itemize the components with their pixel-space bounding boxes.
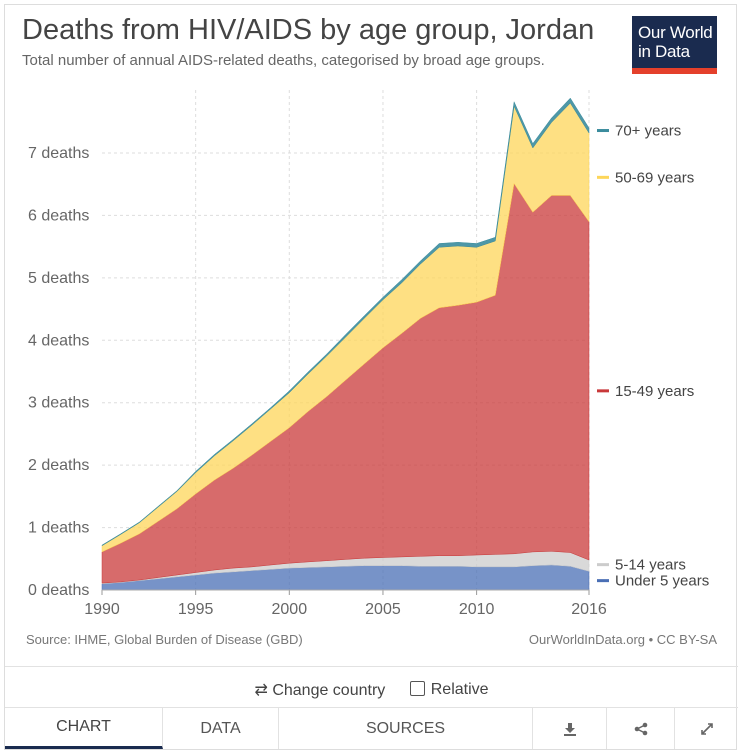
- relative-toggle[interactable]: Relative: [409, 681, 489, 699]
- chart-controls: ⇄ Change country Relative: [0, 680, 743, 700]
- swap-arrows-icon: ⇄: [254, 682, 268, 699]
- tab-data[interactable]: DATA: [163, 708, 279, 749]
- share-icon: [634, 722, 647, 735]
- owid-logo[interactable]: Our World in Data: [632, 16, 717, 74]
- y-tick-label: 3 deaths: [28, 395, 89, 412]
- tab-data-label: DATA: [200, 719, 241, 737]
- x-tick-label: 1995: [178, 601, 214, 618]
- tab-chart-label: CHART: [56, 718, 111, 735]
- relative-label: Relative: [430, 681, 489, 698]
- divider-tabs: [5, 707, 738, 708]
- legend-label: 15-49 years: [615, 383, 694, 400]
- y-tick-label: 4 deaths: [28, 332, 89, 349]
- chart-title: Deaths from HIV/AIDS by age group, Jorda…: [22, 14, 595, 46]
- change-country-button[interactable]: ⇄ Change country: [254, 680, 385, 700]
- tab-sources[interactable]: SOURCES: [279, 708, 533, 749]
- expand-icon: [700, 722, 713, 735]
- y-tick-label: 5 deaths: [28, 270, 89, 287]
- y-tick-label: 6 deaths: [28, 207, 89, 224]
- legend-label: 5-14 years: [615, 557, 686, 574]
- divider-top: [5, 666, 738, 667]
- download-icon: [563, 722, 576, 736]
- license-credit[interactable]: OurWorldInData.org • CC BY-SA: [528, 632, 717, 647]
- relative-checkbox[interactable]: [409, 681, 425, 696]
- y-tick-label: 2 deaths: [28, 457, 89, 474]
- area-15-49-years: [101, 182, 590, 584]
- logo-line-2: in Data: [638, 42, 690, 61]
- x-tick-label: 2016: [571, 601, 607, 618]
- change-country-label: Change country: [272, 682, 386, 699]
- x-tick-label: 2005: [365, 601, 401, 618]
- legend-label: 70+ years: [615, 123, 681, 140]
- logo-line-1: Our World: [638, 23, 713, 42]
- tab-bar: CHART DATA SOURCES: [5, 708, 738, 749]
- stacked-area-chart: 0 deaths 1 deaths 2 deaths 3 deaths 4 deaths…: [28, 90, 709, 618]
- share-button[interactable]: [607, 708, 675, 749]
- y-tick-label: 0 deaths: [28, 582, 89, 599]
- y-tick-label: 7 deaths: [28, 145, 89, 162]
- area-70-years: [101, 97, 590, 547]
- expand-button[interactable]: [675, 708, 738, 749]
- y-tick-label: 1 deaths: [28, 520, 89, 537]
- tab-chart[interactable]: CHART: [5, 708, 163, 749]
- download-button[interactable]: [533, 708, 607, 749]
- logo-accent-bar: [632, 68, 717, 74]
- chart-subtitle: Total number of annual AIDS-related deat…: [22, 52, 545, 69]
- legend-label: 50-69 years: [615, 169, 694, 186]
- x-tick-label: 1990: [84, 601, 120, 618]
- x-tick-label: 2000: [272, 601, 308, 618]
- x-tick-label: 2010: [459, 601, 495, 618]
- legend-label: Under 5 years: [615, 573, 709, 590]
- tab-sources-label: SOURCES: [365, 719, 446, 737]
- source-note[interactable]: Source: IHME, Global Burden of Disease (…: [26, 632, 303, 647]
